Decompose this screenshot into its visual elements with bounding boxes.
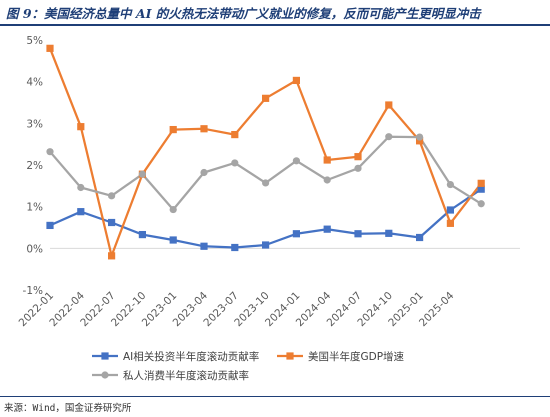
private-consumption-point: [477, 200, 485, 208]
ai-investment-point: [77, 208, 85, 216]
y-tick-label: 2%: [26, 160, 43, 172]
figure-title: 图 9：美国经济总量中 AI 的火热无法带动广义就业的修复，反而可能产生更明显冲…: [6, 6, 481, 21]
private-consumption-point: [416, 133, 424, 141]
private-consumption-point: [138, 170, 146, 178]
series-markers: [46, 44, 485, 260]
y-tick-label: 4%: [26, 77, 43, 89]
us-gdp-point: [262, 94, 270, 102]
y-tick-label: 5%: [26, 35, 43, 47]
us-gdp-point: [292, 76, 300, 85]
ai-investment-point: [108, 218, 116, 227]
ai-investment-point: [138, 230, 146, 239]
us-gdp-point: [77, 123, 85, 131]
ai-investment-point: [169, 236, 177, 244]
private-consumption-point: [385, 133, 393, 141]
us-gdp-point: [416, 137, 424, 145]
private-consumption-point: [446, 180, 454, 189]
ai-investment-point: [46, 221, 54, 230]
private-consumption-point: [354, 164, 362, 172]
line-chart: -1% 0% 1% 2% 3% 4% 5% 2022-012022-042022-07202…: [17, 35, 520, 382]
private-consumption-point: [262, 179, 270, 187]
x-axis-labels: 2022-012022-042022-072022-102023-012023-…: [17, 289, 457, 329]
legend-swatch-marker: [286, 352, 294, 360]
private-consumption-point: [231, 159, 239, 167]
us-gdp-point: [323, 156, 331, 164]
legend-label: 私人消费半年度滚动贡献率: [123, 369, 249, 382]
y-tick-label: 1%: [26, 202, 43, 214]
private-consumption-point: [323, 176, 331, 184]
source-rule: [0, 396, 550, 397]
ai-investment-point: [354, 230, 362, 238]
us-gdp-point: [46, 44, 54, 52]
private-consumption-point: [169, 205, 177, 214]
ai-investment-point: [231, 243, 239, 252]
legend-label: AI相关投资半年度滚动贡献率: [123, 350, 259, 363]
us-gdp-point: [446, 219, 454, 227]
y-tick-label: 0%: [26, 243, 43, 255]
y-tick-label: 3%: [26, 118, 43, 130]
us-gdp-point: [108, 252, 116, 260]
private-consumption-point: [46, 148, 54, 156]
us-gdp-point: [385, 101, 393, 109]
private-consumption-point: [292, 157, 300, 165]
legend-swatch-marker: [101, 371, 109, 379]
legend-swatch-marker: [101, 352, 109, 360]
ai-investment-point: [416, 233, 424, 242]
ai-investment-point: [446, 206, 454, 214]
ai-investment-point: [262, 241, 270, 249]
legend-label: 美国半年度GDP增速: [308, 350, 405, 363]
us-gdp-point: [200, 125, 208, 133]
ai-investment-point: [200, 242, 208, 250]
ai-investment-point: [385, 229, 393, 237]
title-rule: [0, 24, 550, 26]
us-gdp-point: [231, 130, 239, 139]
private-consumption-point: [77, 183, 85, 192]
ai-investment-point: [477, 185, 485, 193]
private-consumption-point: [108, 192, 116, 200]
private-consumption-line: [49, 135, 482, 211]
ai-investment-point: [323, 225, 331, 233]
ai-investment-point: [292, 230, 300, 238]
y-tick-label: -1%: [23, 285, 43, 297]
y-axis-labels: -1% 0% 1% 2% 3% 4% 5%: [23, 35, 43, 297]
us-gdp-point: [477, 179, 485, 187]
us-gdp-point: [354, 153, 362, 161]
source-note: 来源：Wind，国金证券研究所: [4, 403, 132, 414]
us-gdp-point: [169, 125, 177, 134]
private-consumption-point: [200, 168, 208, 177]
